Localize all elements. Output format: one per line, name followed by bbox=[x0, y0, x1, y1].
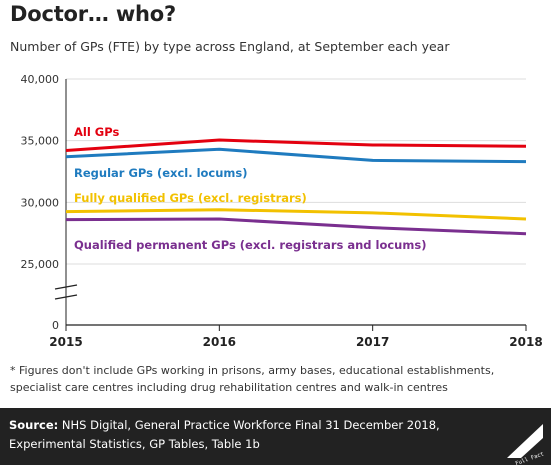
y-tick-label: 40,000 bbox=[21, 73, 60, 86]
line-chart: 40,000 35,000 30,000 25,000 0 2015 2016 2017 201… bbox=[21, 73, 543, 349]
series-line bbox=[65, 147, 527, 164]
x-tick-label: 2018 bbox=[509, 335, 542, 349]
chart-subtitle: Number of GPs (FTE) by type across Engla… bbox=[10, 39, 450, 54]
chart-title: Doctor… who? bbox=[10, 2, 176, 26]
footnote: * Figures don't include GPs working in p… bbox=[10, 364, 495, 394]
y-tick-label: 25,000 bbox=[21, 258, 60, 271]
x-tick-label: 2015 bbox=[49, 335, 82, 349]
series-label: Qualified permanent GPs (excl. registrar… bbox=[74, 238, 426, 252]
series-label: All GPs bbox=[74, 125, 119, 139]
y-tick-label: 30,000 bbox=[21, 196, 60, 209]
axis-break-mark bbox=[54, 294, 78, 300]
series-label: Fully qualified GPs (excl. registrars) bbox=[74, 191, 307, 205]
full-fact-logo-icon bbox=[507, 424, 543, 458]
x-tick-label: 2016 bbox=[203, 335, 236, 349]
y-tick-label: 0 bbox=[52, 319, 59, 332]
series-line bbox=[65, 138, 527, 153]
series-label: Regular GPs (excl. locums) bbox=[74, 166, 248, 180]
series-line bbox=[65, 208, 527, 221]
source-description: NHS Digital, General Practice Workforce … bbox=[9, 418, 440, 451]
y-tick-label: 35,000 bbox=[21, 135, 60, 148]
source-footer: Source: NHS Digital, General Practice Wo… bbox=[0, 408, 551, 467]
axis-break-mark bbox=[54, 284, 78, 290]
source-label: Source: bbox=[9, 418, 59, 432]
source-text: Source: NHS Digital, General Practice Wo… bbox=[9, 416, 489, 454]
x-tick-label: 2017 bbox=[356, 335, 389, 349]
series-line bbox=[65, 217, 527, 236]
